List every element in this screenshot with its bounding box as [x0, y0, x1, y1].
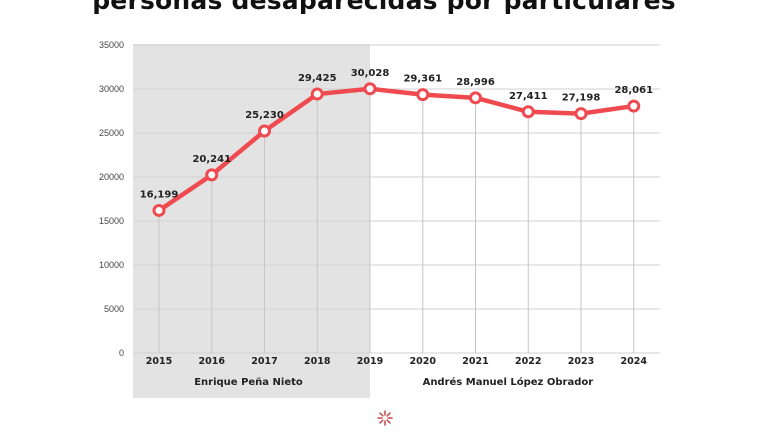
y-tick-label: 15000 — [99, 216, 124, 226]
data-label: 16,199 — [140, 189, 179, 200]
data-point — [152, 203, 166, 217]
data-label: 28,996 — [456, 77, 495, 88]
data-label: 29,361 — [403, 74, 442, 85]
data-point — [416, 88, 430, 102]
x-tick-label: 2018 — [304, 356, 331, 367]
logo-icon — [377, 410, 393, 426]
data-point — [205, 168, 219, 182]
y-tick-label: 30000 — [99, 84, 124, 94]
y-tick-label: 20000 — [99, 172, 124, 182]
data-label: 28,061 — [614, 85, 653, 96]
y-tick-label: 35000 — [99, 40, 124, 50]
chart-title: personas desaparecidas por particulares — [92, 0, 676, 15]
data-point — [258, 124, 271, 138]
x-tick-label: 2021 — [462, 356, 488, 367]
data-label: 29,425 — [298, 73, 337, 84]
data-label: 25,230 — [245, 110, 284, 121]
data-point — [627, 99, 641, 113]
period-label: Enrique Peña Nieto — [194, 377, 303, 388]
data-label: 27,411 — [509, 91, 548, 102]
x-tick-label: 2024 — [621, 356, 648, 367]
data-label: 27,198 — [562, 93, 601, 104]
y-tick-label: 25000 — [99, 128, 124, 138]
data-point — [310, 87, 324, 101]
x-tick-label: 2022 — [515, 356, 541, 367]
data-point — [574, 107, 588, 121]
series-line — [156, 86, 636, 213]
data-label: 20,241 — [192, 154, 231, 165]
x-tick-label: 2017 — [251, 356, 277, 367]
x-tick-label: 2023 — [568, 356, 594, 367]
data-point — [521, 105, 535, 119]
x-tick-label: 2016 — [199, 356, 226, 367]
y-tick-label: 10000 — [99, 260, 124, 270]
data-label: 30,028 — [351, 68, 390, 79]
y-tick-label: 0 — [119, 348, 124, 358]
period-label: Andrés Manuel López Obrador — [423, 376, 594, 388]
y-tick-label: 5000 — [104, 304, 124, 314]
data-point — [469, 91, 482, 105]
x-tick-label: 2015 — [146, 356, 172, 367]
x-tick-label: 2019 — [357, 356, 383, 367]
x-tick-label: 2020 — [410, 356, 437, 367]
data-point — [363, 82, 377, 96]
